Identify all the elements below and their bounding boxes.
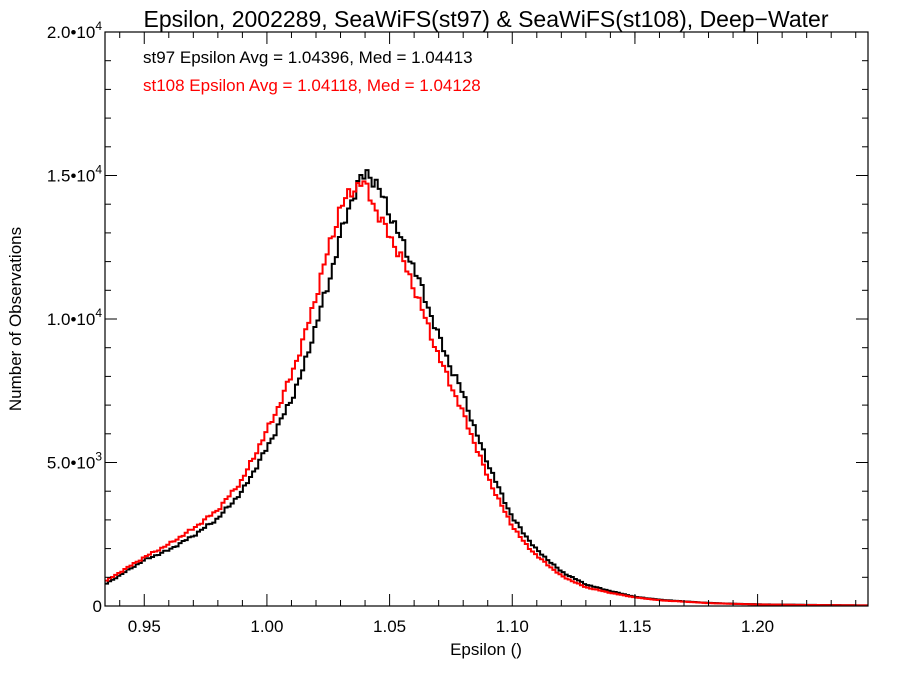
x-tick-label: 1.10 (496, 617, 529, 636)
x-tick-label: 1.00 (250, 617, 283, 636)
x-tick-label: 1.15 (618, 617, 651, 636)
series-line-1 (105, 180, 868, 607)
y-axis: 0 5.0•103 1.0•104 1.5•104 2.0•104 (47, 19, 868, 616)
y-tick-label: 1.5•104 (47, 163, 103, 186)
st97-stats-annotation: st97 Epsilon Avg = 1.04396, Med = 1.0441… (143, 48, 473, 67)
x-tick-label: 1.20 (741, 617, 774, 636)
series-layer (105, 169, 868, 607)
plot-frame (104, 31, 869, 607)
y-tick-label: 0 (93, 597, 102, 616)
chart-title: Epsilon, 2002289, SeaWiFS(st97) & SeaWiF… (144, 6, 829, 32)
st108-stats-annotation: st108 Epsilon Avg = 1.04118, Med = 1.041… (143, 76, 481, 95)
x-axis-label: Epsilon () (450, 640, 522, 659)
y-axis-label: Number of Observations (6, 227, 25, 411)
x-tick-label: 0.95 (128, 617, 161, 636)
y-tick-label: 5.0•103 (47, 450, 103, 473)
y-tick-label: 1.0•104 (47, 306, 103, 329)
x-tick-label: 1.05 (373, 617, 406, 636)
series-line-0 (105, 169, 868, 607)
y-tick-label: 2.0•104 (47, 19, 103, 42)
x-axis: 0.95 1.00 1.05 1.10 1.15 1.20 (119, 32, 857, 636)
